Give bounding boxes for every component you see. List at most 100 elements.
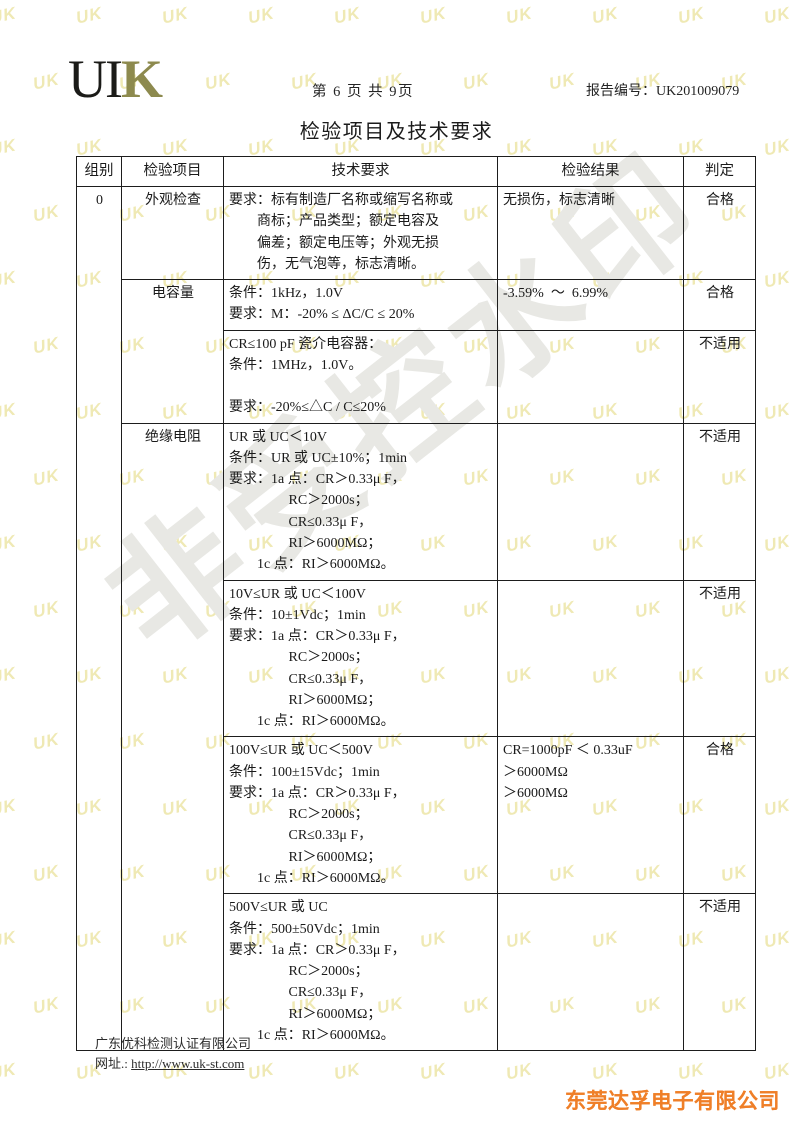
requirement-line: 条件：1MHz，1.0V。 [229, 357, 363, 373]
cell-technical-requirement: 100V≤UR 或 UC＜500V 条件：100±15Vdc；1min 要求：1a … [223, 736, 498, 895]
watermark-uk-mark: UK [31, 201, 62, 226]
logo-letter-i: I [105, 49, 123, 109]
requirement-line: 条件：100±15Vdc；1min [229, 764, 380, 780]
cell-inspection-item: 外观检查 [121, 185, 224, 281]
watermark-uk-mark: UK [762, 663, 793, 688]
watermark-uk-mark: UK [0, 795, 19, 820]
requirement-line: 条件：10±1Vdc；1min [229, 607, 366, 623]
table-row: 100V≤UR 或 UC＜500V 条件：100±15Vdc；1min 要求：1a … [77, 736, 756, 895]
requirement-line: RI＞6000MΩ； [229, 535, 382, 551]
table-row: 电容量 条件：1kHz，1.0V 要求：M：-20% ≤ ΔC/C ≤ 20% -3.… [77, 279, 756, 424]
requirement-line: CR≤0.33μ F， [229, 671, 373, 687]
cell-technical-requirement: 10V≤UR 或 UC＜100V 条件：10±1Vdc；1min 要求：1a 点：C… [223, 579, 498, 738]
table-row: CR≤100 pF 瓷介电容器： 条件：1MHz，1.0V。 要求：-20%≤△C… [77, 329, 756, 424]
watermark-uk-mark: UK [547, 69, 578, 94]
cell-group: 0 [76, 185, 122, 1052]
requirement-line: 要求：1a 点：CR＞0.33μ F， [229, 472, 406, 488]
table-row: 绝缘电阻 UR 或 UC＜10V 条件：UR 或 UC±10%；1min 要求：1a … [77, 422, 756, 1052]
table-body: 0 外观检查 要求：标有制造厂名称或缩写名称或 商标；产品类型；额定电容及 偏差；额… [76, 185, 756, 1052]
watermark-uk-mark: UK [590, 3, 621, 28]
website-url[interactable]: http://www.uk-st.com [131, 1055, 245, 1071]
requirement-line: 偏差；额定电压等；外观无损 [229, 235, 439, 251]
watermark-uk-mark: UK [246, 3, 277, 28]
watermark-uk-mark: UK [0, 663, 19, 688]
requirement-line: CR≤100 pF 瓷介电容器： [229, 336, 383, 352]
logo-letter-u: U [68, 49, 107, 109]
requirement-line: CR≤0.33μ F， [229, 514, 373, 530]
requirement-line: 1c 点：RI＞6000MΩ。 [229, 714, 395, 730]
uk-logo: UIK [68, 49, 163, 109]
table-row: 500V≤UR 或 UC 条件：500±50Vdc；1min 要求：1a 点：CR＞… [77, 893, 756, 1052]
result-line: ＞6000MΩ [503, 764, 568, 780]
watermark-uk-mark: UK [762, 267, 793, 292]
watermark-uk-mark: UK [0, 531, 19, 556]
requirement-line: CR≤0.33μ F， [229, 828, 373, 844]
requirement-line: 100V≤UR 或 UC＜500V [229, 743, 373, 759]
cell-verdict: 不适用 [683, 422, 756, 581]
watermark-uk-mark: UK [0, 267, 19, 292]
col-header-result: 检验结果 [497, 156, 684, 187]
requirement-line: RI＞6000MΩ； [229, 849, 382, 865]
cell-verdict: 不适用 [683, 329, 756, 424]
col-header-item: 检验项目 [121, 156, 224, 187]
cell-verdict: 不适用 [683, 893, 756, 1052]
watermark-uk-mark: UK [762, 927, 793, 952]
cell-technical-requirement: 要求：标有制造厂名称或缩写名称或 商标；产品类型；额定电容及 偏差；额定电压等；… [223, 185, 498, 281]
cell-inspection-item: 电容量 [121, 279, 224, 424]
requirement-line: 500V≤UR 或 UC [229, 900, 328, 916]
requirement-line: 要求：1a 点：CR＞0.33μ F， [229, 629, 406, 645]
requirement-line: 要求：-20%≤△C / C≤20% [229, 400, 386, 416]
watermark-uk-mark: UK [31, 861, 62, 886]
watermark-uk-mark: UK [762, 795, 793, 820]
watermark-uk-mark: UK [31, 993, 62, 1018]
requirement-line: 条件：1kHz，1.0V [229, 286, 343, 302]
requirement-line: 伤，无气泡等，标志清晰。 [229, 256, 425, 272]
page-title: 检验项目及技术要求 [299, 121, 494, 143]
col-header-requirement: 技术要求 [223, 156, 498, 187]
cell-inspection-result [497, 329, 684, 424]
watermark-uk-mark: UK [762, 3, 793, 28]
watermark-uk-mark: UK [160, 3, 191, 28]
result-line: -3.59% ～ 6.99% [503, 286, 608, 302]
watermark-uk-mark: UK [461, 69, 492, 94]
watermark-uk-mark: UK [762, 1059, 793, 1084]
cell-inspection-result: CR=1000pF ＜ 0.33uF ＞6000MΩ ＞6000MΩ [497, 736, 684, 895]
watermark-uk-mark: UK [418, 3, 449, 28]
lab-website-line: 网址.: http://www.uk-st.com [95, 1054, 251, 1074]
requirement-line: 1c 点：RI＞6000MΩ。 [229, 1027, 395, 1043]
watermark-uk-mark: UK [418, 1059, 449, 1084]
requirement-line: RC＞2000s； [229, 964, 369, 980]
requirement-line: CR≤0.33μ F， [229, 985, 373, 1001]
col-header-group: 组别 [76, 156, 122, 187]
client-company-name: 东莞达孚电子有限公司 [565, 1085, 780, 1115]
logo-letter-k: K [120, 49, 163, 109]
cell-inspection-item: 绝缘电阻 [121, 422, 224, 1052]
watermark-uk-mark: UK [0, 927, 19, 952]
watermark-uk-mark: UK [504, 3, 535, 28]
page-number: 第 6 页 共 9页 [312, 84, 414, 100]
watermark-uk-mark: UK [332, 1059, 363, 1084]
watermark-uk-mark: UK [762, 531, 793, 556]
requirement-line: RC＞2000s； [229, 807, 369, 823]
requirement-line [229, 376, 493, 397]
requirement-line: 要求：M：-20% ≤ ΔC/C ≤ 20% [229, 307, 415, 323]
watermark-uk-mark: UK [590, 1059, 621, 1084]
cell-technical-requirement: 条件：1kHz，1.0V 要求：M：-20% ≤ ΔC/C ≤ 20% [223, 279, 498, 331]
watermark-uk-mark: UK [504, 1059, 535, 1084]
lab-footer: 广东优科检测认证有限公司 网址.: http://www.uk-st.com [95, 1034, 251, 1073]
watermark-uk-mark: UK [31, 333, 62, 358]
requirement-line: RC＞2000s； [229, 493, 369, 509]
watermark-uk-mark: UK [762, 399, 793, 424]
table-row: 0 外观检查 要求：标有制造厂名称或缩写名称或 商标；产品类型；额定电容及 偏差；额… [76, 185, 756, 1052]
requirement-line: 1c 点：RI＞6000MΩ。 [229, 557, 395, 573]
requirement-line: RI＞6000MΩ； [229, 692, 382, 708]
requirement-line: 商标；产品类型；额定电容及 [229, 214, 439, 230]
watermark-uk-mark: UK [203, 69, 234, 94]
cell-verdict: 合格 [683, 185, 756, 281]
watermark-uk-mark: UK [31, 729, 62, 754]
cell-technical-requirement: 500V≤UR 或 UC 条件：500±50Vdc；1min 要求：1a 点：CR＞… [223, 893, 498, 1052]
cell-inspection-result [497, 422, 684, 581]
requirement-line: 要求：标有制造厂名称或缩写名称或 [229, 193, 453, 208]
col-header-verdict: 判定 [683, 156, 756, 187]
